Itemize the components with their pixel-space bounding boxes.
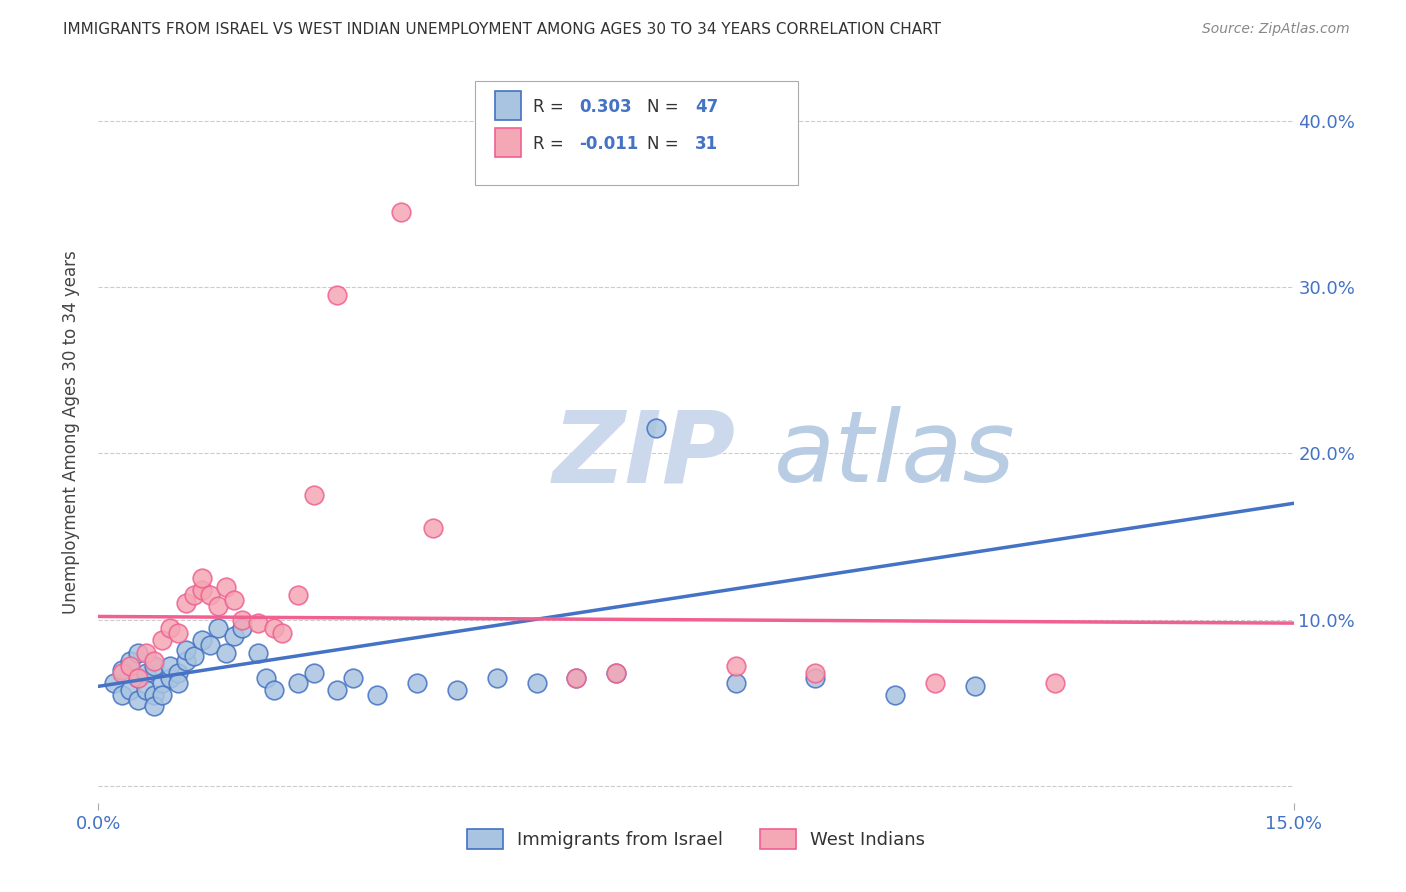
Text: R =: R = bbox=[533, 98, 569, 116]
Point bbox=[120, 654, 142, 668]
Point bbox=[183, 588, 205, 602]
Point bbox=[174, 654, 197, 668]
Point bbox=[159, 659, 181, 673]
Point bbox=[198, 588, 221, 602]
Point bbox=[167, 626, 190, 640]
Point bbox=[389, 205, 412, 219]
Point bbox=[565, 671, 588, 685]
Point bbox=[120, 682, 142, 697]
Point bbox=[605, 666, 627, 681]
Point bbox=[111, 663, 134, 677]
Point bbox=[366, 688, 388, 702]
Point bbox=[222, 592, 245, 607]
Point bbox=[263, 682, 285, 697]
Point bbox=[143, 688, 166, 702]
Point bbox=[804, 671, 827, 685]
Point bbox=[1043, 676, 1066, 690]
Point bbox=[406, 676, 429, 690]
Point bbox=[191, 571, 214, 585]
Point bbox=[143, 659, 166, 673]
Text: 31: 31 bbox=[695, 135, 718, 153]
Point bbox=[174, 642, 197, 657]
Point bbox=[222, 629, 245, 643]
Point bbox=[326, 288, 349, 302]
Point bbox=[215, 580, 238, 594]
Point bbox=[287, 676, 309, 690]
Point bbox=[111, 666, 134, 681]
Point bbox=[263, 621, 285, 635]
Point bbox=[605, 666, 627, 681]
Point bbox=[167, 666, 190, 681]
Point bbox=[963, 679, 986, 693]
Point bbox=[246, 616, 269, 631]
FancyBboxPatch shape bbox=[495, 91, 522, 120]
Point bbox=[446, 682, 468, 697]
Point bbox=[326, 682, 349, 697]
Point bbox=[191, 582, 214, 597]
Point bbox=[127, 692, 149, 706]
Point bbox=[143, 699, 166, 714]
Point bbox=[270, 626, 292, 640]
Point bbox=[103, 676, 125, 690]
Point bbox=[150, 676, 173, 690]
Point bbox=[565, 671, 588, 685]
Point bbox=[207, 599, 229, 614]
Point bbox=[191, 632, 214, 647]
Text: Source: ZipAtlas.com: Source: ZipAtlas.com bbox=[1202, 22, 1350, 37]
Point bbox=[422, 521, 444, 535]
Point bbox=[485, 671, 508, 685]
Point bbox=[526, 676, 548, 690]
Point bbox=[167, 676, 190, 690]
Point bbox=[302, 488, 325, 502]
Point bbox=[198, 638, 221, 652]
Point bbox=[127, 671, 149, 685]
Point bbox=[254, 671, 277, 685]
Point bbox=[246, 646, 269, 660]
Point bbox=[884, 688, 907, 702]
Text: ZIP: ZIP bbox=[553, 407, 735, 503]
Point bbox=[342, 671, 364, 685]
Text: N =: N = bbox=[647, 135, 683, 153]
Point bbox=[804, 666, 827, 681]
Point bbox=[645, 421, 668, 435]
Point bbox=[143, 654, 166, 668]
Point bbox=[183, 649, 205, 664]
Point bbox=[231, 613, 253, 627]
Point bbox=[127, 646, 149, 660]
Text: R =: R = bbox=[533, 135, 569, 153]
Y-axis label: Unemployment Among Ages 30 to 34 years: Unemployment Among Ages 30 to 34 years bbox=[62, 251, 80, 615]
Point bbox=[287, 588, 309, 602]
Point bbox=[111, 688, 134, 702]
Point bbox=[135, 666, 157, 681]
Point bbox=[215, 646, 238, 660]
Legend: Immigrants from Israel, West Indians: Immigrants from Israel, West Indians bbox=[460, 822, 932, 856]
Text: 47: 47 bbox=[695, 98, 718, 116]
FancyBboxPatch shape bbox=[475, 81, 797, 185]
Point bbox=[302, 666, 325, 681]
Point bbox=[150, 632, 173, 647]
Text: N =: N = bbox=[647, 98, 683, 116]
Text: 0.303: 0.303 bbox=[579, 98, 631, 116]
Point bbox=[135, 646, 157, 660]
Point bbox=[135, 682, 157, 697]
Point bbox=[207, 621, 229, 635]
Point bbox=[231, 621, 253, 635]
Point bbox=[724, 676, 747, 690]
FancyBboxPatch shape bbox=[495, 128, 522, 157]
Text: -0.011: -0.011 bbox=[579, 135, 638, 153]
Text: atlas: atlas bbox=[773, 407, 1015, 503]
Point bbox=[159, 621, 181, 635]
Point bbox=[159, 671, 181, 685]
Point bbox=[127, 671, 149, 685]
Point bbox=[120, 659, 142, 673]
Text: IMMIGRANTS FROM ISRAEL VS WEST INDIAN UNEMPLOYMENT AMONG AGES 30 TO 34 YEARS COR: IMMIGRANTS FROM ISRAEL VS WEST INDIAN UN… bbox=[63, 22, 941, 37]
Point bbox=[174, 596, 197, 610]
Point bbox=[924, 676, 946, 690]
Point bbox=[724, 659, 747, 673]
Point bbox=[150, 688, 173, 702]
